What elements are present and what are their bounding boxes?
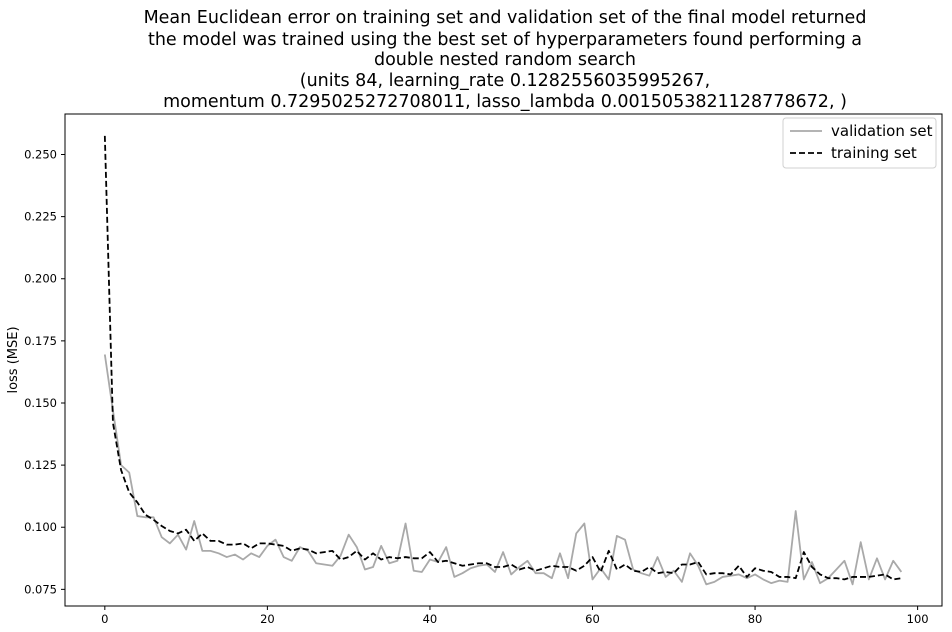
y-tick-label: 0.250 [24,148,57,162]
legend-label-training: training set [831,144,917,162]
series-line-validation [103,354,903,586]
y-tick-label: 0.100 [24,520,57,534]
chart-title-line-2: the model was trained using the best set… [148,30,862,50]
x-axis: 0 20 40 60 80 100 [101,606,929,626]
plot-area [64,113,943,607]
chart-title-line-5: momentum 0.7295025272708011, lasso_lambd… [163,92,847,112]
legend-label-validation: validation set [831,122,933,140]
y-axis: 0.075 0.100 0.125 0.150 0.175 0.200 0.225 0.250 [24,148,65,596]
series-layer [103,135,903,586]
y-tick-label: 0.175 [24,334,57,348]
x-tick-label: 20 [260,612,275,626]
x-tick-label: 40 [423,612,438,626]
chart-title-line-1: Mean Euclidean error on training set and… [144,8,867,28]
y-tick-label: 0.200 [24,272,57,286]
y-tick-label: 0.075 [24,582,57,596]
x-tick-label: 60 [585,612,600,626]
chart-title-line-4: (units 84, learning_rate 0.1282556035995… [300,71,710,91]
x-tick-label: 100 [907,612,929,626]
x-tick-label: 80 [748,612,763,626]
y-axis-label: loss (MSE) [6,326,21,393]
y-tick-label: 0.125 [24,458,57,472]
legend: validation set training set [782,117,937,169]
chart-title: Mean Euclidean error on training set and… [144,8,867,112]
chart-title-line-3: double nested random search [374,50,636,70]
y-tick-label: 0.225 [24,210,57,224]
series-line-training [103,135,902,581]
y-tick-label: 0.150 [24,396,57,410]
x-tick-label: 0 [101,612,108,626]
